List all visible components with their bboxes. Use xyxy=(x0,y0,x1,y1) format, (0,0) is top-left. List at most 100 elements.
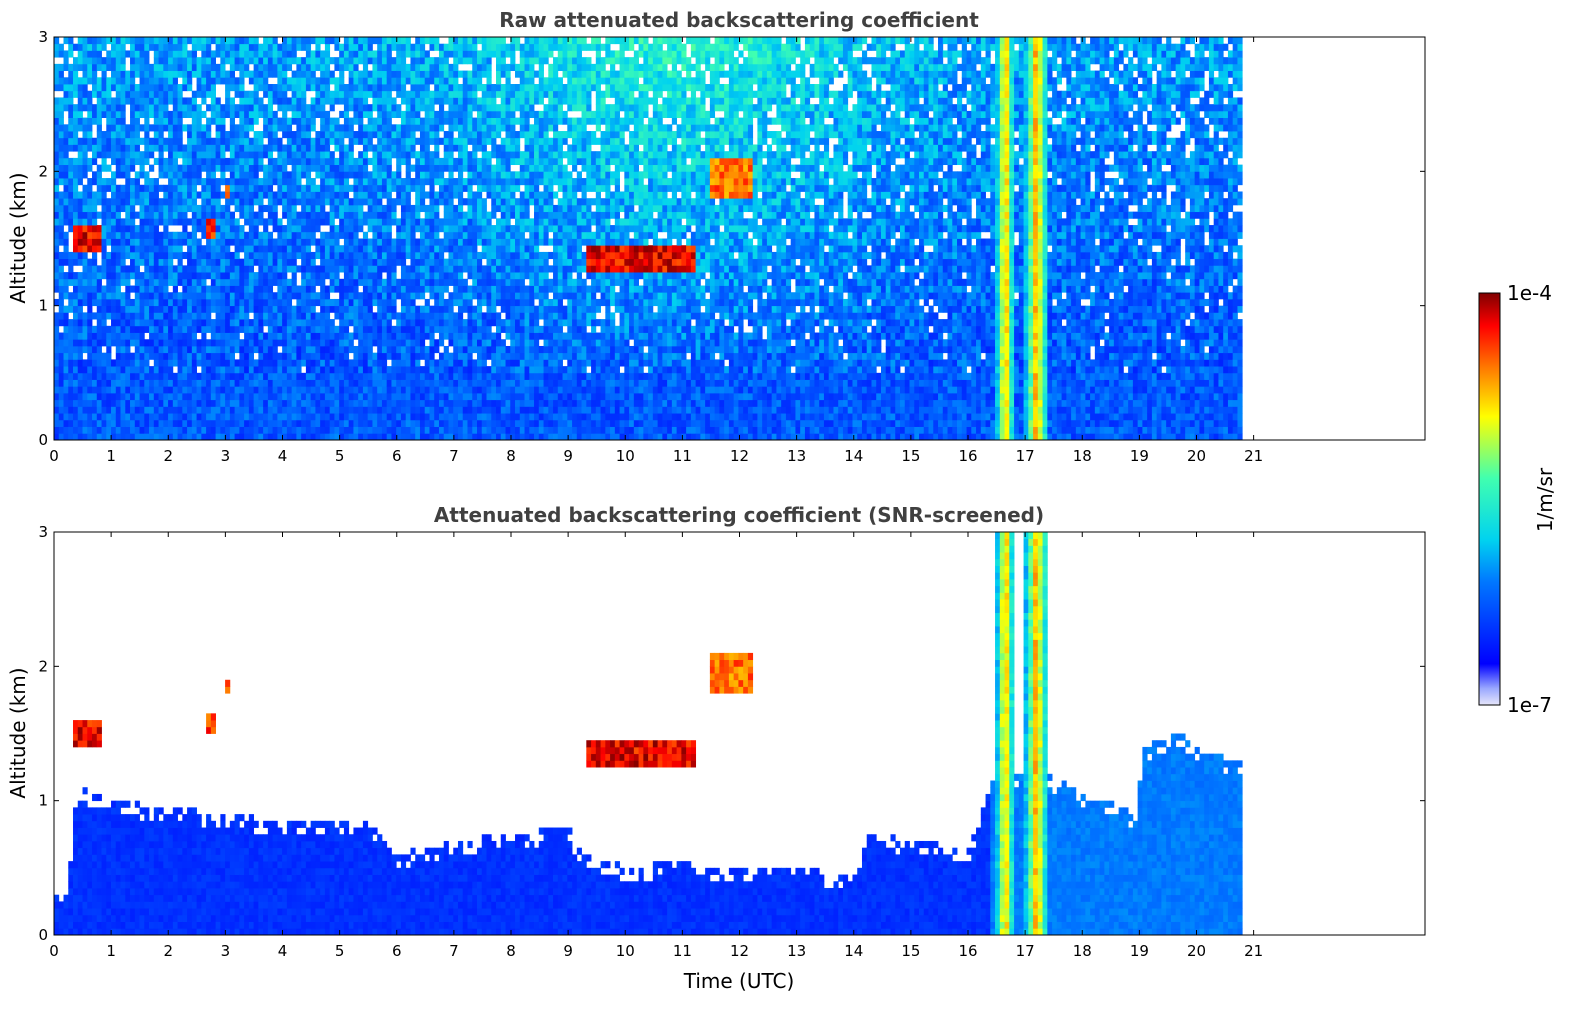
heatmap-cell xyxy=(291,43,297,51)
heatmap-cell xyxy=(253,50,259,58)
heatmap-cell xyxy=(58,211,64,219)
heatmap-cell xyxy=(419,43,426,51)
heatmap-cell xyxy=(54,372,60,380)
heatmap-cell xyxy=(234,218,240,226)
heatmap-cell xyxy=(320,151,326,159)
heatmap-cell xyxy=(348,97,354,105)
heatmap-cell xyxy=(58,104,64,112)
heatmap-cell xyxy=(434,258,440,266)
heatmap-cell xyxy=(139,251,145,260)
heatmap-cell xyxy=(267,292,274,300)
heatmap-cell xyxy=(301,272,307,280)
heatmap-cell xyxy=(267,90,274,98)
heatmap-cell xyxy=(149,211,155,219)
heatmap-cell xyxy=(267,325,274,333)
heatmap-cell xyxy=(381,265,388,273)
heatmap-cell xyxy=(334,178,340,186)
heatmap-cell xyxy=(438,110,445,118)
heatmap-cell xyxy=(225,366,231,374)
heatmap-cell xyxy=(334,325,340,333)
heatmap-cell xyxy=(362,231,369,239)
heatmap-cell xyxy=(443,379,449,387)
heatmap-cell xyxy=(168,372,174,380)
heatmap-cell xyxy=(115,84,121,92)
heatmap-cell xyxy=(73,225,79,233)
heatmap-cell xyxy=(362,97,369,105)
heatmap-cell xyxy=(372,104,378,112)
heatmap-cell xyxy=(77,245,83,253)
heatmap-cell xyxy=(415,312,421,320)
heatmap-cell xyxy=(400,77,407,85)
heatmap-cell xyxy=(77,392,83,401)
heatmap-cell xyxy=(215,366,221,374)
heatmap-cell xyxy=(234,151,240,159)
heatmap-cell xyxy=(315,164,321,172)
heatmap-cell xyxy=(82,285,88,293)
heatmap-cell xyxy=(301,298,307,307)
heatmap-cell xyxy=(296,366,302,374)
heatmap-cell xyxy=(63,366,69,374)
heatmap-cell xyxy=(125,164,131,172)
heatmap-cell xyxy=(272,124,278,132)
heatmap-cell xyxy=(291,225,297,233)
heatmap-cell xyxy=(82,164,88,172)
heatmap-cell xyxy=(253,218,259,226)
heatmap-cell xyxy=(82,37,88,45)
heatmap-cell xyxy=(258,218,264,226)
heatmap-cell xyxy=(339,97,345,105)
heatmap-cell xyxy=(377,57,383,65)
heatmap-cell xyxy=(443,433,449,441)
heatmap-cell xyxy=(210,104,216,112)
heatmap-cell xyxy=(248,325,255,333)
heatmap-cell xyxy=(353,406,359,414)
heatmap-cell xyxy=(358,298,364,307)
heatmap-cell xyxy=(172,426,178,434)
heatmap-cell xyxy=(111,77,117,85)
heatmap-cell xyxy=(96,305,102,313)
heatmap-cell xyxy=(429,164,435,172)
heatmap-cell xyxy=(73,57,79,65)
heatmap-cell xyxy=(277,231,283,239)
heatmap-cell xyxy=(472,131,478,139)
heatmap-cell xyxy=(115,204,121,213)
heatmap-cell xyxy=(334,413,340,421)
heatmap-cell xyxy=(182,97,188,105)
heatmap-cell xyxy=(405,426,411,434)
heatmap-cell xyxy=(286,433,293,441)
heatmap-cell xyxy=(462,433,468,441)
heatmap-cell xyxy=(68,218,74,226)
heatmap-cell xyxy=(405,419,411,427)
heatmap-cell xyxy=(210,97,216,105)
heatmap-cell xyxy=(386,178,392,186)
heatmap-cell xyxy=(419,97,426,105)
heatmap-cell xyxy=(419,191,426,199)
heatmap-cell xyxy=(386,144,392,152)
heatmap-cell xyxy=(263,117,269,125)
heatmap-cell xyxy=(272,225,278,233)
heatmap-cell xyxy=(443,110,449,118)
heatmap-cell xyxy=(310,84,316,92)
heatmap-cell xyxy=(429,178,435,186)
heatmap-cell xyxy=(77,339,83,347)
heatmap-cell xyxy=(282,386,288,394)
heatmap-cell xyxy=(201,184,207,192)
heatmap-cell xyxy=(467,184,473,192)
heatmap-cell xyxy=(467,84,473,92)
heatmap-cell xyxy=(457,426,464,434)
heatmap-cell xyxy=(239,137,245,145)
heatmap-cell xyxy=(106,406,112,414)
heatmap-cell xyxy=(134,359,140,367)
heatmap-cell xyxy=(315,366,321,374)
heatmap-cell xyxy=(206,225,212,233)
heatmap-cell xyxy=(391,305,397,313)
heatmap-cell xyxy=(82,366,88,374)
heatmap-cell xyxy=(220,319,226,327)
heatmap-cell xyxy=(182,406,188,414)
heatmap-cell xyxy=(220,285,226,293)
heatmap-cell xyxy=(277,366,283,374)
heatmap-cell xyxy=(77,231,83,239)
heatmap-cell xyxy=(77,298,83,307)
heatmap-cell xyxy=(477,366,483,374)
heatmap-cell xyxy=(372,419,378,427)
heatmap-cell xyxy=(206,211,212,219)
